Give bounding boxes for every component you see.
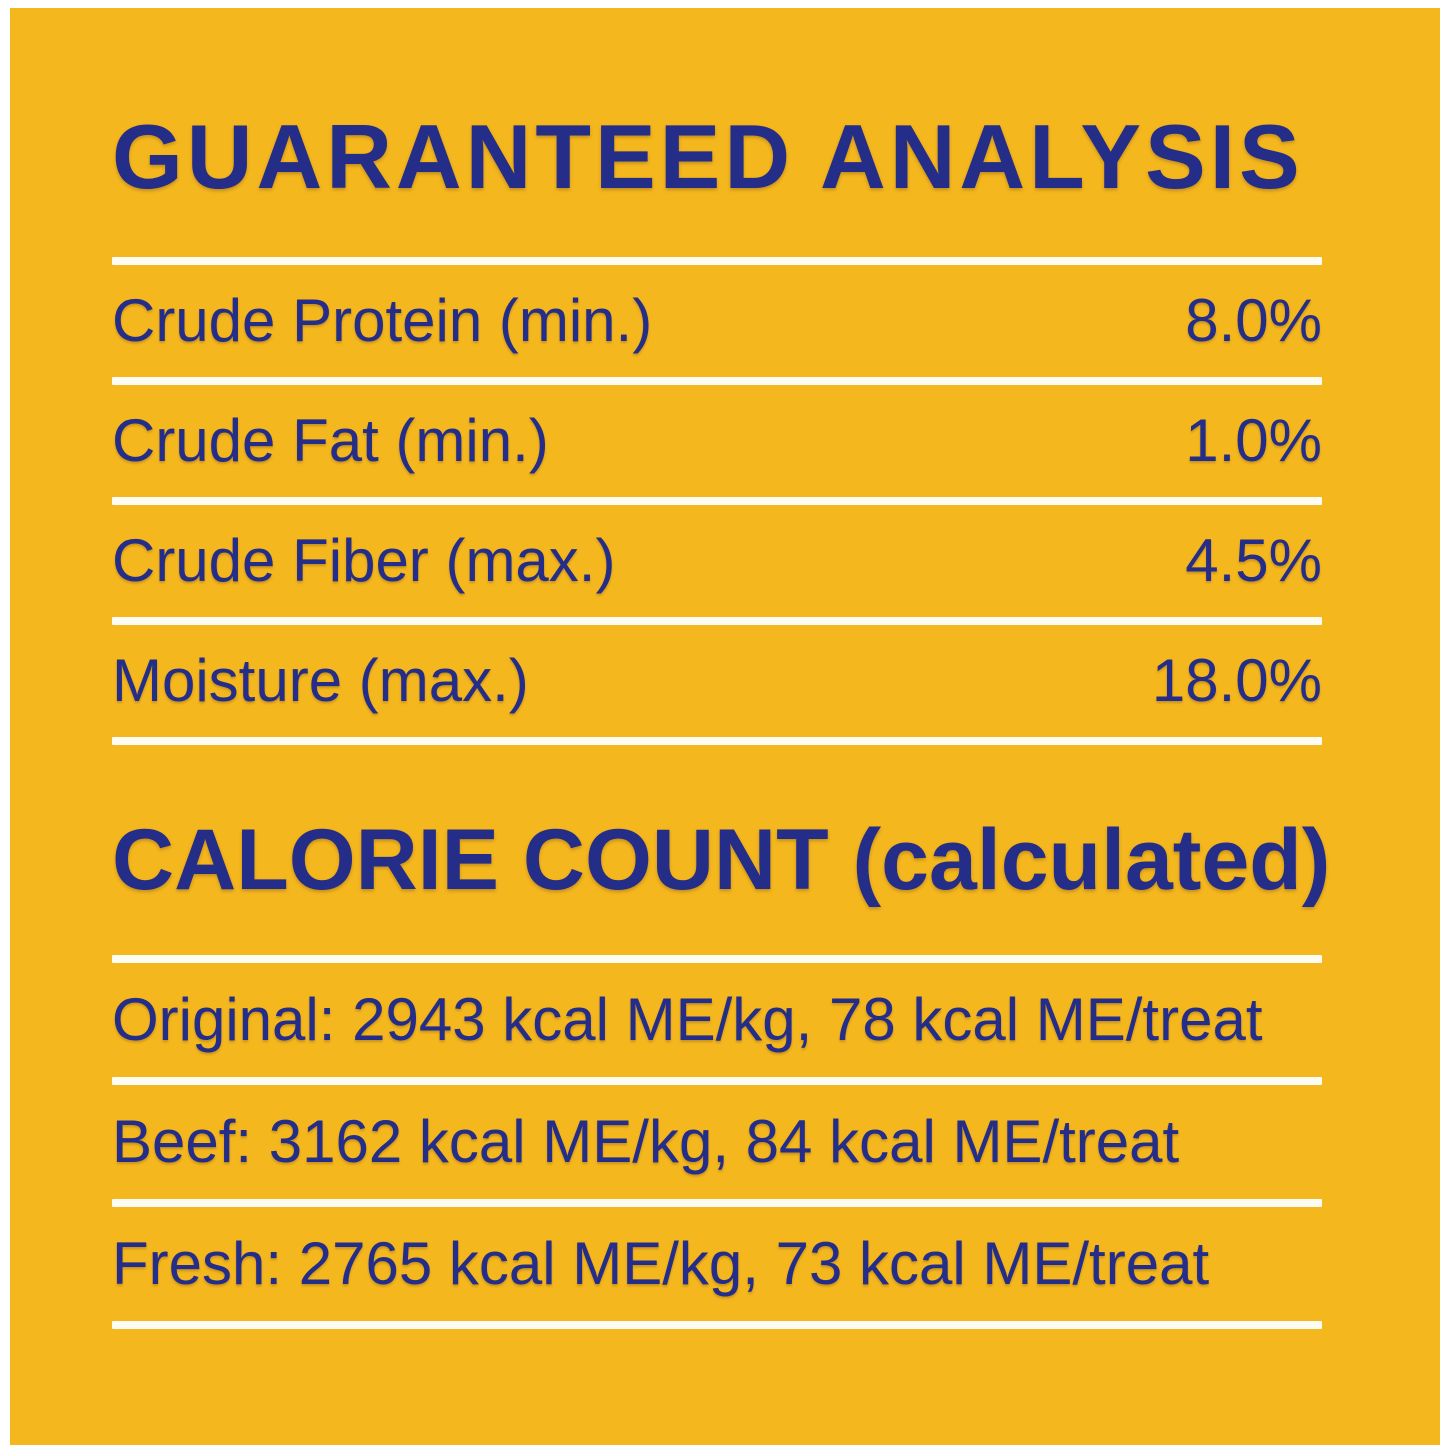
calorie-row-fresh: Fresh: 2765 kcal ME/kg, 73 kcal ME/treat	[112, 1207, 1322, 1321]
analysis-row-label: Crude Fat (min.)	[112, 407, 549, 474]
divider	[112, 257, 1322, 265]
divider	[112, 1077, 1322, 1085]
analysis-row-crude-protein: Crude Protein (min.) 8.0%	[112, 265, 1322, 377]
analysis-row-crude-fat: Crude Fat (min.) 1.0%	[112, 385, 1322, 497]
divider	[112, 1321, 1322, 1329]
calorie-row-text: Original: 2943 kcal ME/kg, 78 kcal ME/tr…	[112, 986, 1263, 1053]
calorie-row-original: Original: 2943 kcal ME/kg, 78 kcal ME/tr…	[112, 963, 1322, 1077]
divider	[112, 377, 1322, 385]
divider	[112, 497, 1322, 505]
divider	[112, 737, 1322, 745]
analysis-row-value: 1.0%	[1185, 407, 1322, 474]
calorie-row-text: Fresh: 2765 kcal ME/kg, 73 kcal ME/treat	[112, 1230, 1210, 1297]
analysis-row-value: 4.5%	[1185, 527, 1322, 594]
analysis-row-moisture: Moisture (max.) 18.0%	[112, 625, 1322, 737]
analysis-row-value: 18.0%	[1151, 647, 1322, 714]
label-sheet: GUARANTEED ANALYSIS Crude Protein (min.)…	[10, 8, 1440, 1445]
calorie-row-beef: Beef: 3162 kcal ME/kg, 84 kcal ME/treat	[112, 1085, 1322, 1199]
divider	[112, 617, 1322, 625]
divider	[112, 1199, 1322, 1207]
analysis-row-label: Crude Protein (min.)	[112, 287, 653, 354]
analysis-row-label: Crude Fiber (max.)	[112, 527, 616, 594]
analysis-row-value: 8.0%	[1185, 287, 1322, 354]
divider	[112, 955, 1322, 963]
calorie-row-text: Beef: 3162 kcal ME/kg, 84 kcal ME/treat	[112, 1108, 1180, 1175]
analysis-row-crude-fiber: Crude Fiber (max.) 4.5%	[112, 505, 1322, 617]
analysis-row-label: Moisture (max.)	[112, 647, 529, 714]
guaranteed-analysis-title: GUARANTEED ANALYSIS	[112, 107, 1304, 208]
calorie-count-title: CALORIE COUNT (calculated)	[112, 812, 1331, 908]
label-content: GUARANTEED ANALYSIS Crude Protein (min.)…	[112, 107, 1331, 1329]
